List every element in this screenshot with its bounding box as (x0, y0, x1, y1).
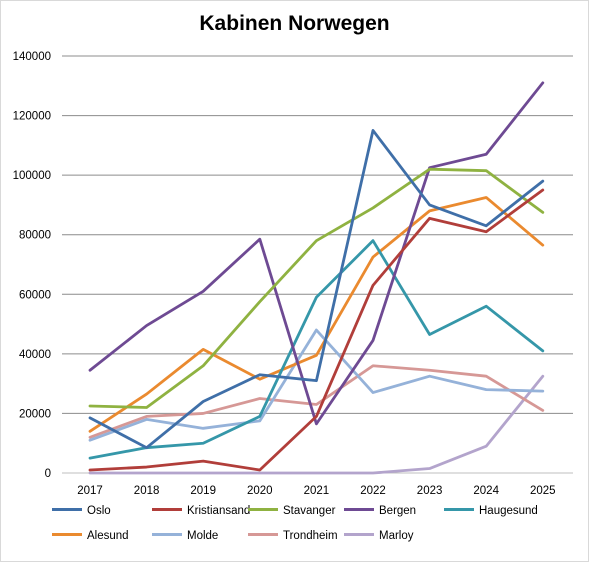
legend-label: Alesund (87, 530, 129, 542)
series-line-haugesund (88, 239, 545, 460)
legend-label: Bergen (379, 505, 417, 517)
x-tick-label: 2024 (473, 485, 499, 497)
legend-label: Stavanger (283, 505, 336, 517)
x-tick-label: 2019 (190, 485, 216, 497)
x-axis-ticks: 2017 2018 2019 2020 2021 2022 2023 2024 2025 (77, 485, 555, 497)
legend-swatch (152, 508, 182, 512)
legend-swatch (344, 508, 374, 512)
y-tick-label: 20000 (19, 408, 51, 420)
legend-item-trondheim: Trondheim (248, 530, 338, 542)
legend-swatch (344, 533, 374, 537)
series-line-oslo (88, 129, 545, 450)
legend-item-oslo: Oslo (52, 505, 111, 517)
legend-label: Oslo (87, 505, 111, 517)
legend-item-molde: Molde (152, 530, 218, 542)
legend-item-alesund: Alesund (52, 530, 129, 542)
series-line-molde (88, 328, 545, 442)
legend-swatch (248, 533, 278, 537)
series-line-alesund (88, 196, 545, 433)
series-line-bergen (88, 81, 545, 426)
x-tick-label: 2018 (134, 485, 160, 497)
legend-label: Trondheim (283, 530, 338, 542)
legend-item-bergen: Bergen (344, 505, 416, 517)
series-line-trondheim (88, 364, 545, 439)
x-tick-label: 2025 (530, 485, 556, 497)
x-tick-label: 2022 (360, 485, 386, 497)
legend-item-marloy: Marloy (344, 530, 414, 542)
series-line-marloy (88, 374, 545, 475)
x-tick-label: 2021 (304, 485, 330, 497)
series-lines (88, 81, 545, 475)
y-tick-label: 140000 (13, 51, 51, 63)
legend-item-haugesund: Haugesund (444, 505, 538, 517)
legend-label: Molde (187, 530, 219, 542)
x-tick-label: 2017 (77, 485, 103, 497)
y-tick-label: 80000 (19, 230, 51, 242)
series-line-stavanger (88, 167, 545, 409)
y-tick-label: 0 (45, 468, 51, 480)
legend-swatch (52, 508, 82, 512)
legend-item-kristiansand: Kristiansand (152, 505, 250, 517)
legend-swatch (248, 508, 278, 512)
legend-swatch (444, 508, 474, 512)
y-tick-label: 60000 (19, 289, 51, 301)
legend-label: Haugesund (479, 505, 538, 517)
x-tick-label: 2020 (247, 485, 273, 497)
legend-item-stavanger: Stavanger (248, 505, 335, 517)
y-axis-ticks: 0 20000 40000 60000 80000 100000 120000 140000 (13, 51, 51, 480)
legend-swatch (52, 533, 82, 537)
y-tick-label: 40000 (19, 349, 51, 361)
chart-title: Kabinen Norwegen (199, 12, 390, 35)
legend-label: Kristiansand (187, 505, 251, 517)
y-tick-label: 120000 (13, 111, 51, 123)
y-tick-label: 100000 (13, 170, 51, 182)
x-tick-label: 2023 (417, 485, 443, 497)
legend-swatch (152, 533, 182, 537)
legend-label: Marloy (379, 530, 414, 542)
series-line-kristiansand (88, 188, 545, 472)
